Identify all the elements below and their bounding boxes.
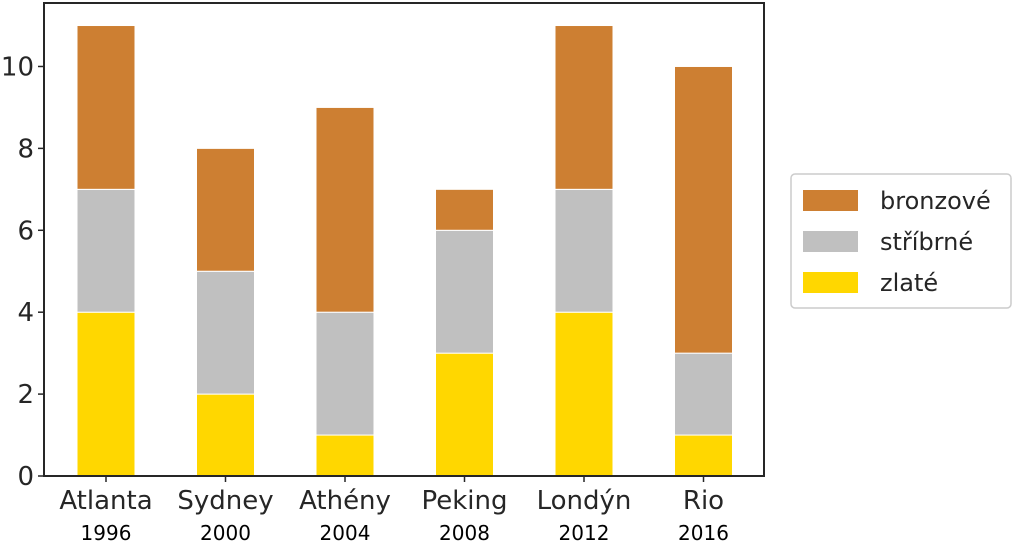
x-year-label: 2004 bbox=[320, 521, 371, 543]
bar-stříbrné-Athény bbox=[315, 311, 375, 436]
bar-stříbrné-Atlanta bbox=[76, 188, 136, 313]
bar-stříbrné-Londýn bbox=[554, 188, 614, 313]
bar-stříbrné-Sydney bbox=[196, 270, 255, 395]
x-tick-label: Athény bbox=[299, 486, 391, 516]
bar-stříbrné-Peking bbox=[435, 229, 494, 354]
bar-zlaté-Sydney bbox=[196, 393, 255, 477]
bar-bronzové-Rio bbox=[674, 65, 733, 354]
x-tick-label: Sydney bbox=[177, 486, 273, 516]
legend-label-zlaté: zlaté bbox=[880, 269, 938, 297]
bar-zlaté-Londýn bbox=[554, 311, 614, 477]
legend-swatch-zlaté bbox=[803, 272, 858, 293]
y-tick-label: 6 bbox=[17, 216, 34, 246]
y-tick-label: 8 bbox=[17, 134, 34, 164]
x-tick-label: Atlanta bbox=[59, 486, 152, 516]
bar-bronzové-Londýn bbox=[554, 25, 614, 190]
bar-bronzové-Peking bbox=[435, 188, 494, 231]
legend-swatch-stříbrné bbox=[803, 231, 858, 252]
legend-label-bronzové: bronzové bbox=[880, 187, 991, 215]
bar-bronzové-Athény bbox=[315, 106, 375, 313]
x-year-label: 2008 bbox=[439, 521, 490, 543]
legend-swatch-bronzové bbox=[803, 190, 858, 211]
bar-zlaté-Atlanta bbox=[76, 311, 136, 477]
x-year-label: 2012 bbox=[559, 521, 610, 543]
bars-group bbox=[76, 25, 733, 477]
y-axis: 0 2 4 6 8 10 bbox=[1, 52, 44, 492]
plot-frame bbox=[43, 2, 765, 477]
y-tick-label: 10 bbox=[1, 52, 34, 82]
bar-zlaté-Athény bbox=[315, 434, 375, 477]
x-tick-label: Londýn bbox=[537, 486, 632, 516]
bar-stříbrné-Rio bbox=[674, 352, 733, 436]
y-tick-label: 2 bbox=[17, 380, 34, 410]
x-tick-label: Rio bbox=[683, 486, 724, 516]
y-tick-label: 0 bbox=[17, 462, 34, 492]
x-year-label: 2016 bbox=[678, 521, 729, 543]
y-tick-label: 4 bbox=[17, 298, 34, 328]
bar-zlaté-Peking bbox=[435, 352, 494, 477]
x-year-label: 1996 bbox=[81, 521, 132, 543]
legend-label-stříbrné: stříbrné bbox=[880, 228, 973, 256]
bar-bronzové-Atlanta bbox=[76, 25, 136, 190]
x-tick-label: Peking bbox=[421, 486, 507, 516]
x-axis: Atlanta 1996 Sydney 2000 Athény 2004 Peking 200… bbox=[59, 476, 729, 543]
bar-zlaté-Rio bbox=[674, 434, 733, 477]
x-year-label: 2000 bbox=[200, 521, 251, 543]
bar-bronzové-Sydney bbox=[196, 147, 255, 272]
legend: bronzové stříbrné zlaté bbox=[790, 173, 1012, 309]
